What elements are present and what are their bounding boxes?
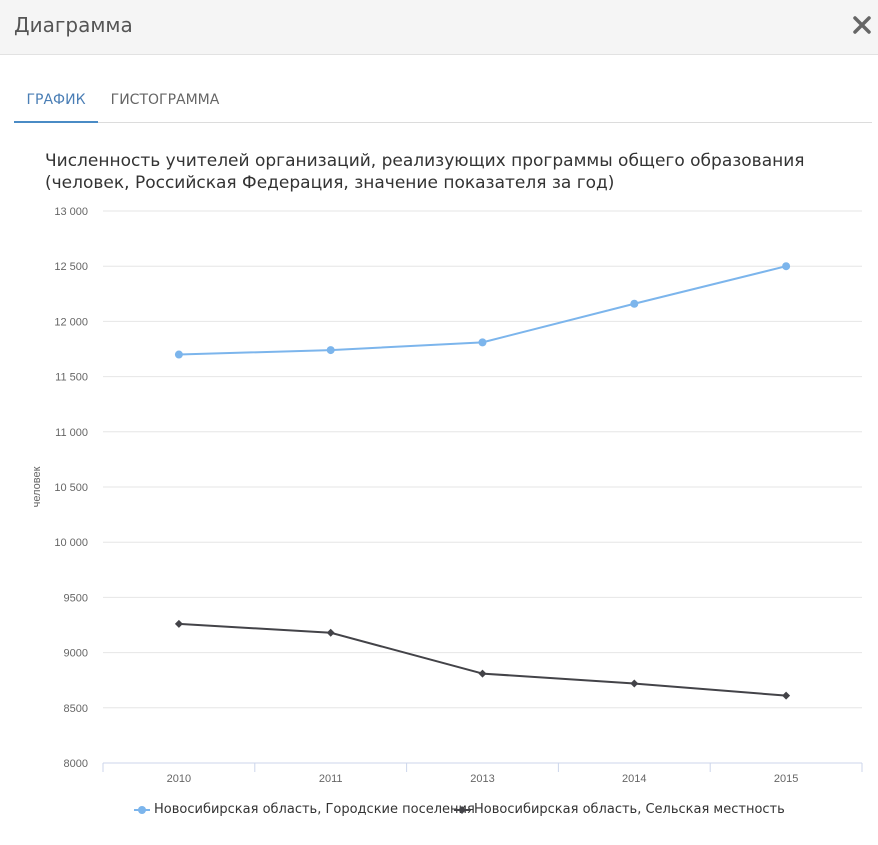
x-tick-label: 2013 [470,773,494,785]
tab-histogram[interactable]: ГИСТОГРАММА [110,92,220,108]
legend-marker-diamond [454,805,470,814]
data-point [478,669,487,678]
data-point [174,619,183,628]
dialog-header: Диаграмма [0,0,878,55]
y-tick-label: 10 500 [54,482,88,494]
legend-item-rural[interactable]: Новосибирская область, Сельская местност… [454,802,785,817]
y-tick-label: 10 000 [54,537,88,549]
legend-label-urban: Новосибирская область, Городские поселен… [154,802,475,817]
y-tick-label: 8000 [64,758,88,770]
x-tick-label: 2014 [622,773,646,785]
y-tick-label: 9500 [64,592,88,604]
data-point [630,679,639,688]
x-tick-label: 2010 [167,773,191,785]
x-tick-label: 2011 [319,773,343,785]
y-axis-label: человек [31,466,43,507]
data-point [478,338,487,347]
tab-bar: ГРАФИК ГИСТОГРАММА [14,84,872,123]
legend-marker-circle [134,805,150,814]
y-tick-label: 11 000 [55,427,88,439]
legend-item-urban[interactable]: Новосибирская область, Городские поселен… [134,802,475,817]
dialog-title: Диаграмма [14,13,133,37]
chart-title: Численность учителей организаций, реализ… [45,151,805,193]
data-point [174,350,183,359]
y-tick-label: 12 000 [54,316,88,328]
data-point [630,299,639,308]
data-point [326,628,335,637]
x-tick-label: 2015 [774,773,798,785]
y-tick-label: 9000 [64,648,88,660]
series-line-rural [178,622,787,697]
data-point [782,262,791,271]
tab-graph[interactable]: ГРАФИК [14,84,98,123]
y-tick-label: 11 500 [55,372,88,384]
data-point [782,691,791,700]
legend-label-rural: Новосибирская область, Сельская местност… [474,802,785,817]
y-tick-label: 8500 [64,703,88,715]
close-icon[interactable] [849,12,875,38]
data-point [326,346,335,355]
y-tick-label: 12 500 [54,261,88,273]
y-tick-label: 13 000 [54,206,88,218]
